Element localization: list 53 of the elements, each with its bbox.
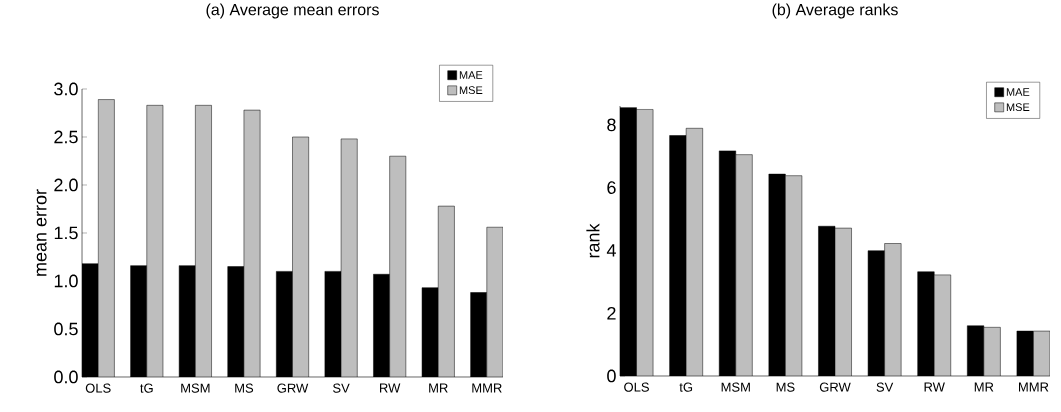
y-axis-title: rank xyxy=(586,223,600,258)
y-tick-label: 6 xyxy=(607,181,616,194)
y-tick-label: 8 xyxy=(607,118,616,132)
chart-title: (b) Average ranks xyxy=(772,3,898,19)
bar xyxy=(983,327,1001,376)
x-tick-label: RW xyxy=(380,383,401,393)
bar xyxy=(735,154,753,376)
bar xyxy=(686,128,703,376)
bar xyxy=(292,136,309,377)
bar xyxy=(486,226,503,377)
bar xyxy=(884,243,902,376)
x-tick-label: RW xyxy=(924,382,945,392)
y-tick-label: 3.0 xyxy=(54,82,78,96)
bar xyxy=(146,105,163,377)
x-tick-label: tG xyxy=(679,382,693,392)
bar xyxy=(438,206,455,377)
y-tick-label: 2 xyxy=(607,306,616,320)
legend-label: MSE xyxy=(459,86,483,95)
y-tick-label: 0 xyxy=(607,369,616,383)
legend-label: MAE xyxy=(459,71,483,79)
x-tick-label: tG xyxy=(140,383,153,393)
x-tick-label: MMR xyxy=(1019,382,1049,392)
x-tick-label: OLS xyxy=(624,382,649,392)
x-tick-label: SV xyxy=(876,382,894,392)
bar xyxy=(341,138,358,377)
legend-label: MAE xyxy=(1006,88,1030,96)
x-tick-label: SV xyxy=(333,383,350,393)
x-tick-label: GRW xyxy=(819,382,851,392)
y-tick-label: 0.0 xyxy=(54,370,78,384)
legend-label: MSE xyxy=(1006,103,1030,112)
chart-title: (a) Average mean errors xyxy=(206,3,379,19)
bar xyxy=(835,228,852,376)
bar xyxy=(389,156,406,377)
x-tick-label: OLS xyxy=(85,383,111,393)
y-tick-label: 4 xyxy=(606,244,616,257)
x-tick-label: MSM xyxy=(181,383,210,393)
y-tick-label: 1.0 xyxy=(54,274,78,288)
x-tick-label: MR xyxy=(974,382,994,392)
x-tick-label: MR xyxy=(429,383,448,393)
y-axis-title: mean error xyxy=(36,189,47,276)
x-tick-label: MMR xyxy=(472,383,502,393)
x-tick-label: GRW xyxy=(277,383,309,393)
bar xyxy=(98,99,115,377)
bar xyxy=(636,109,654,376)
y-tick-label: 2.5 xyxy=(54,130,78,144)
x-tick-label: MS xyxy=(235,383,254,393)
x-tick-label: MSM xyxy=(721,382,750,392)
y-tick-label: 1.5 xyxy=(54,226,78,240)
bar xyxy=(195,105,212,377)
bar xyxy=(785,175,802,376)
y-tick-label: 0.5 xyxy=(54,322,78,336)
y-tick-label: 2.0 xyxy=(54,178,78,192)
x-tick-label: MS xyxy=(776,382,795,392)
